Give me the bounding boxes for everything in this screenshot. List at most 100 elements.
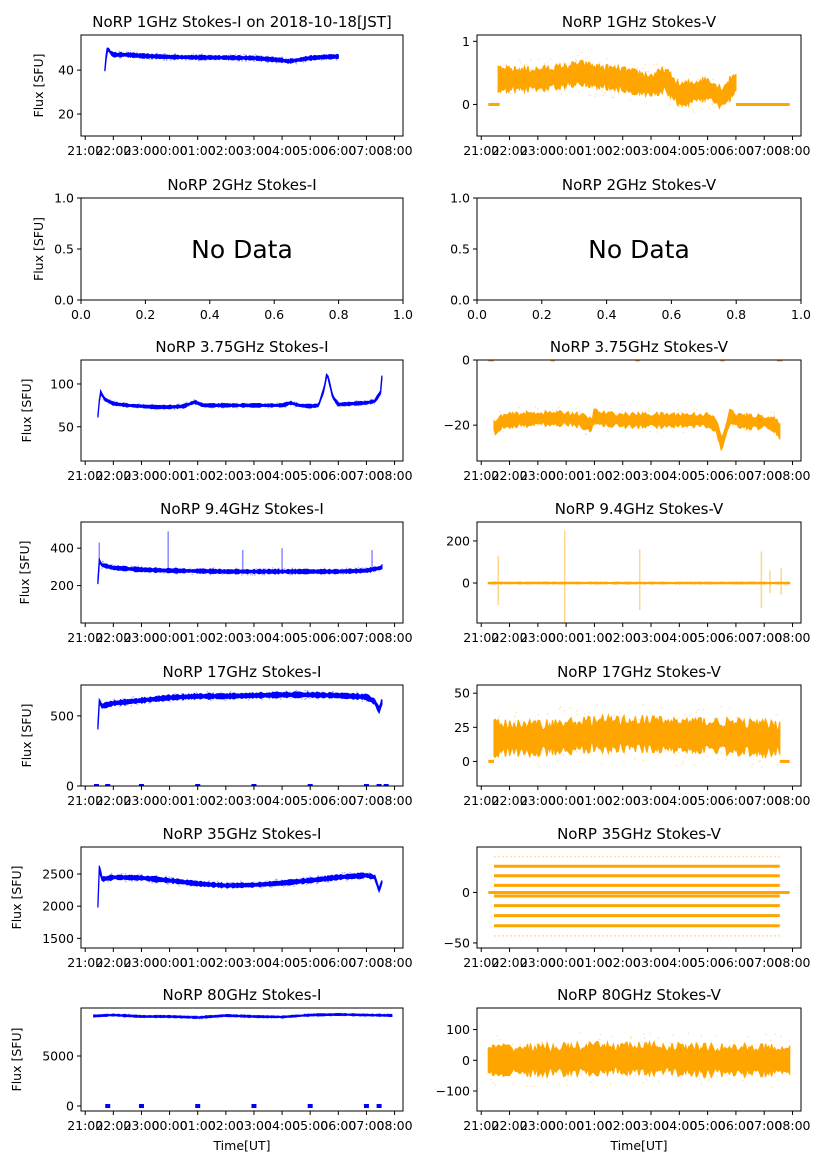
data-point (693, 412, 696, 414)
panel-title: NoRP 9.4GHz Stokes-I (160, 500, 324, 518)
data-point (519, 1059, 522, 1061)
x-tick-label: 02:00 (605, 468, 641, 483)
data-point (101, 560, 104, 563)
x-tick-label: 06:00 (320, 955, 356, 970)
data-point (580, 415, 582, 418)
data-point (682, 431, 684, 434)
data-point (277, 696, 279, 699)
data-point (703, 581, 706, 583)
data-point (169, 404, 171, 407)
data-point (501, 581, 503, 583)
data-point (716, 1075, 718, 1078)
data-point (543, 581, 545, 583)
x-tick-label: 05:00 (292, 630, 328, 645)
data-point (177, 1014, 180, 1017)
data-point (200, 55, 202, 57)
panel-p3v: NoRP 3.75GHz Stokes-V−20021:0022:0023:00… (444, 338, 811, 483)
x-tick-label: 05:00 (690, 468, 726, 483)
axes-frame (476, 1007, 802, 1112)
data-point (638, 423, 641, 426)
data-point (729, 581, 732, 584)
data-point (339, 1014, 342, 1017)
data-point (784, 581, 786, 584)
data-point (511, 1083, 514, 1086)
data-point (660, 581, 662, 584)
y-tick-label: 100 (50, 376, 74, 391)
x-tick-label: 02:00 (605, 955, 641, 970)
data-point (189, 695, 192, 697)
data-point (148, 879, 150, 882)
x-tick-label: 07:00 (348, 630, 384, 645)
data-point (578, 62, 581, 64)
data-point (660, 725, 662, 727)
data-point (627, 583, 629, 585)
plot-area (488, 855, 790, 937)
data-point (545, 88, 547, 91)
data-point (151, 403, 154, 406)
data-point (214, 59, 216, 61)
data-point (148, 1015, 150, 1017)
data-point (192, 697, 195, 700)
data-point (295, 691, 297, 694)
data-point (660, 582, 663, 585)
data-point (325, 881, 328, 883)
data-point (104, 876, 107, 878)
x-tick-label: 04:00 (661, 468, 697, 483)
data-point (196, 1017, 199, 1019)
data-point (533, 1046, 535, 1049)
data-point (224, 58, 226, 60)
data-point (277, 883, 280, 885)
data-point (110, 701, 112, 704)
data-point (132, 565, 135, 568)
data-point (183, 1015, 186, 1018)
data-point (305, 877, 308, 879)
data-point (272, 57, 275, 59)
data-point (350, 876, 353, 878)
x-tick-label: 01:00 (576, 468, 612, 483)
x-tick-label: 08:00 (774, 793, 810, 808)
data-point (573, 581, 575, 584)
x-tick-label: 21:00 (463, 955, 499, 970)
data-point (683, 756, 686, 759)
data-point (131, 880, 133, 883)
data-point (259, 568, 262, 570)
data-point (569, 76, 572, 78)
data-point (759, 760, 762, 762)
x-tick-label: 0.4 (200, 307, 220, 322)
data-point (251, 691, 253, 694)
data-point (598, 1056, 600, 1058)
data-point (749, 418, 752, 421)
data-point (765, 1033, 767, 1036)
data-point (599, 747, 602, 749)
data-point (667, 1045, 670, 1047)
data-point (124, 1013, 127, 1016)
data-point (698, 742, 701, 744)
data-point (594, 92, 597, 95)
panel-title: NoRP 1GHz Stokes-I on 2018-10-18[JST] (92, 13, 392, 31)
data-point (597, 63, 599, 65)
data-point (565, 744, 568, 747)
data-point (740, 583, 742, 585)
data-point (620, 84, 623, 87)
panel-p3i: NoRP 3.75GHz Stokes-I5010021:0022:0023:0… (19, 338, 413, 483)
data-point (320, 573, 323, 576)
data-point (648, 582, 651, 584)
data-point (199, 403, 202, 406)
data-point (354, 567, 356, 570)
data-point (627, 1044, 630, 1046)
axes-frame (476, 359, 802, 462)
x-tick-label: 04:00 (264, 630, 300, 645)
data-point (658, 729, 660, 731)
data-point (492, 1082, 495, 1084)
data-point (343, 871, 346, 874)
data-point (241, 574, 243, 576)
data-point (695, 582, 697, 585)
data-point (495, 431, 497, 434)
data-point (177, 880, 180, 883)
data-point (260, 572, 263, 574)
data-point (209, 1015, 212, 1018)
data-point (558, 583, 561, 586)
data-point (195, 53, 198, 56)
data-point (372, 697, 375, 700)
data-point (560, 93, 562, 95)
